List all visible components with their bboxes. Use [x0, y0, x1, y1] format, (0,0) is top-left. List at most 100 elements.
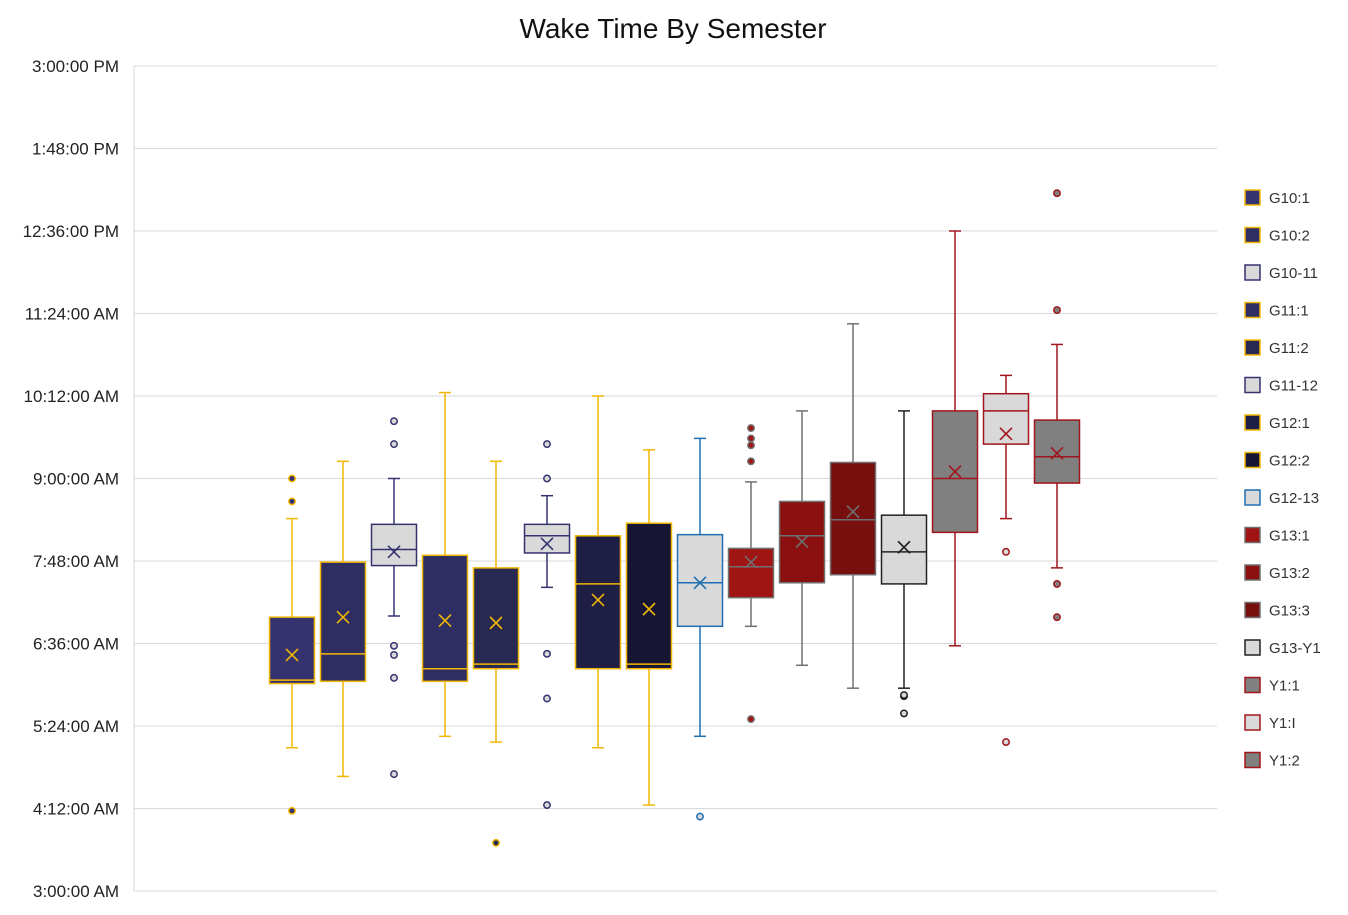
outlier-point — [390, 440, 398, 449]
outlier-point — [390, 673, 398, 682]
y-tick-label: 10:12:00 AM — [24, 387, 119, 406]
outlier-point — [390, 651, 398, 659]
box-iqr — [880, 514, 928, 585]
legend-item: G12-13 — [1244, 489, 1319, 507]
legend-item: Y1:I — [1244, 714, 1296, 732]
outlier-point — [543, 694, 551, 703]
y-tick-label: 7:48:00 AM — [33, 552, 119, 571]
outlier-point — [696, 812, 704, 821]
outlier-point — [747, 715, 755, 724]
legend-item: G13:2 — [1244, 564, 1310, 582]
box-g11-1 — [421, 391, 469, 738]
outlier-point — [492, 838, 500, 847]
box-iqr — [727, 547, 775, 599]
legend-swatch — [1244, 751, 1261, 769]
mean-marker — [591, 593, 605, 607]
legend-item: G12:1 — [1244, 414, 1310, 432]
legend-item: G13:3 — [1244, 601, 1310, 620]
legend-label: G10:1 — [1269, 190, 1310, 207]
mean-marker — [897, 540, 911, 554]
legend-swatch — [1244, 264, 1261, 281]
legend-item: G10:2 — [1244, 226, 1310, 245]
box-g10-1 — [268, 474, 316, 815]
legend-swatch — [1244, 676, 1261, 694]
outlier-point — [900, 691, 908, 700]
legend-label: G10-11 — [1269, 265, 1318, 282]
grid-lines — [133, 65, 1217, 892]
box-y1-2 — [1033, 189, 1081, 622]
outlier-point — [1053, 613, 1061, 622]
legend-swatch — [1244, 526, 1261, 544]
outlier-point — [900, 709, 908, 718]
legend-item: G13:1 — [1244, 526, 1310, 545]
legend-swatch — [1244, 189, 1261, 206]
mean-marker — [948, 465, 962, 479]
legend-label: G11:1 — [1269, 303, 1309, 320]
outlier-point — [390, 770, 398, 779]
legend-label: G11-12 — [1269, 378, 1318, 395]
box-iqr — [319, 561, 367, 683]
mean-marker — [387, 545, 401, 559]
mean-marker — [489, 616, 503, 630]
legend-item: G10-11 — [1244, 264, 1318, 282]
box-g10-11 — [370, 417, 418, 779]
box-g12-1 — [574, 395, 622, 749]
box-g13-1 — [727, 424, 775, 724]
y-tick-label: 11:24:00 AM — [25, 305, 119, 324]
mean-marker — [336, 610, 350, 624]
mean-marker — [642, 602, 656, 616]
legend-label: Y1:I — [1269, 715, 1296, 732]
outlier-point — [288, 806, 296, 815]
box-iqr — [370, 523, 418, 567]
legend-swatch — [1244, 376, 1261, 394]
mean-marker — [846, 505, 860, 519]
y-tick-label: 3:00:00 AM — [33, 882, 119, 901]
legend-swatch — [1244, 601, 1261, 619]
outlier-point — [747, 441, 755, 450]
mean-marker — [438, 614, 452, 628]
legend-swatch — [1244, 414, 1261, 431]
legend-swatch — [1244, 451, 1261, 469]
legend-item: G11-12 — [1244, 376, 1318, 395]
mean-marker — [1050, 446, 1064, 460]
mean-marker — [795, 534, 809, 549]
legend-label: G13:3 — [1269, 603, 1310, 620]
legend-label: Y1:2 — [1269, 753, 1300, 770]
legend-label: G12:2 — [1269, 453, 1310, 470]
outlier-point — [1053, 579, 1061, 588]
legend-item: Y1:2 — [1244, 751, 1300, 770]
box-y1-1 — [931, 230, 979, 647]
legend-label: Y1:1 — [1269, 678, 1300, 695]
box-g11-12 — [523, 440, 571, 810]
outlier-point — [288, 497, 296, 506]
outlier-point — [543, 649, 551, 658]
outlier-point — [1002, 738, 1010, 746]
box-g11-2 — [472, 460, 520, 847]
legend-item: G13-Y1 — [1244, 639, 1321, 657]
y-tick-label: 6:36:00 AM — [33, 635, 119, 654]
y-tick-label: 9:00:00 AM — [33, 470, 119, 489]
mean-marker — [285, 648, 299, 662]
box-g13-y1 — [880, 410, 928, 718]
outlier-point — [543, 474, 551, 483]
outlier-point — [543, 801, 551, 810]
legend: G10:1 G10:2 G10-11 G11:1 G11:2 G11-12 G12:1 G12… — [1244, 189, 1321, 770]
legend-label: G12:1 — [1269, 415, 1310, 432]
box-iqr — [1033, 419, 1081, 484]
mean-marker — [999, 427, 1013, 441]
y-tick-label: 1:48:00 PM — [32, 140, 119, 159]
box-y1-i — [982, 374, 1030, 746]
legend-swatch — [1244, 714, 1261, 731]
box-iqr — [472, 567, 520, 670]
legend-item: G12:2 — [1244, 451, 1310, 470]
box-iqr — [268, 616, 316, 685]
outlier-point — [1053, 306, 1061, 315]
legend-item: G10:1 — [1244, 189, 1310, 207]
outlier-point — [747, 457, 755, 466]
outlier-point — [747, 434, 755, 443]
legend-swatch — [1244, 564, 1261, 581]
outlier-point — [288, 474, 296, 483]
legend-label: G11:2 — [1269, 340, 1309, 357]
y-axis-ticks: 3:00:00 AM 4:12:00 AM 5:24:00 AM 6:36:00 AM… — [23, 57, 119, 901]
legend-swatch — [1244, 489, 1261, 506]
